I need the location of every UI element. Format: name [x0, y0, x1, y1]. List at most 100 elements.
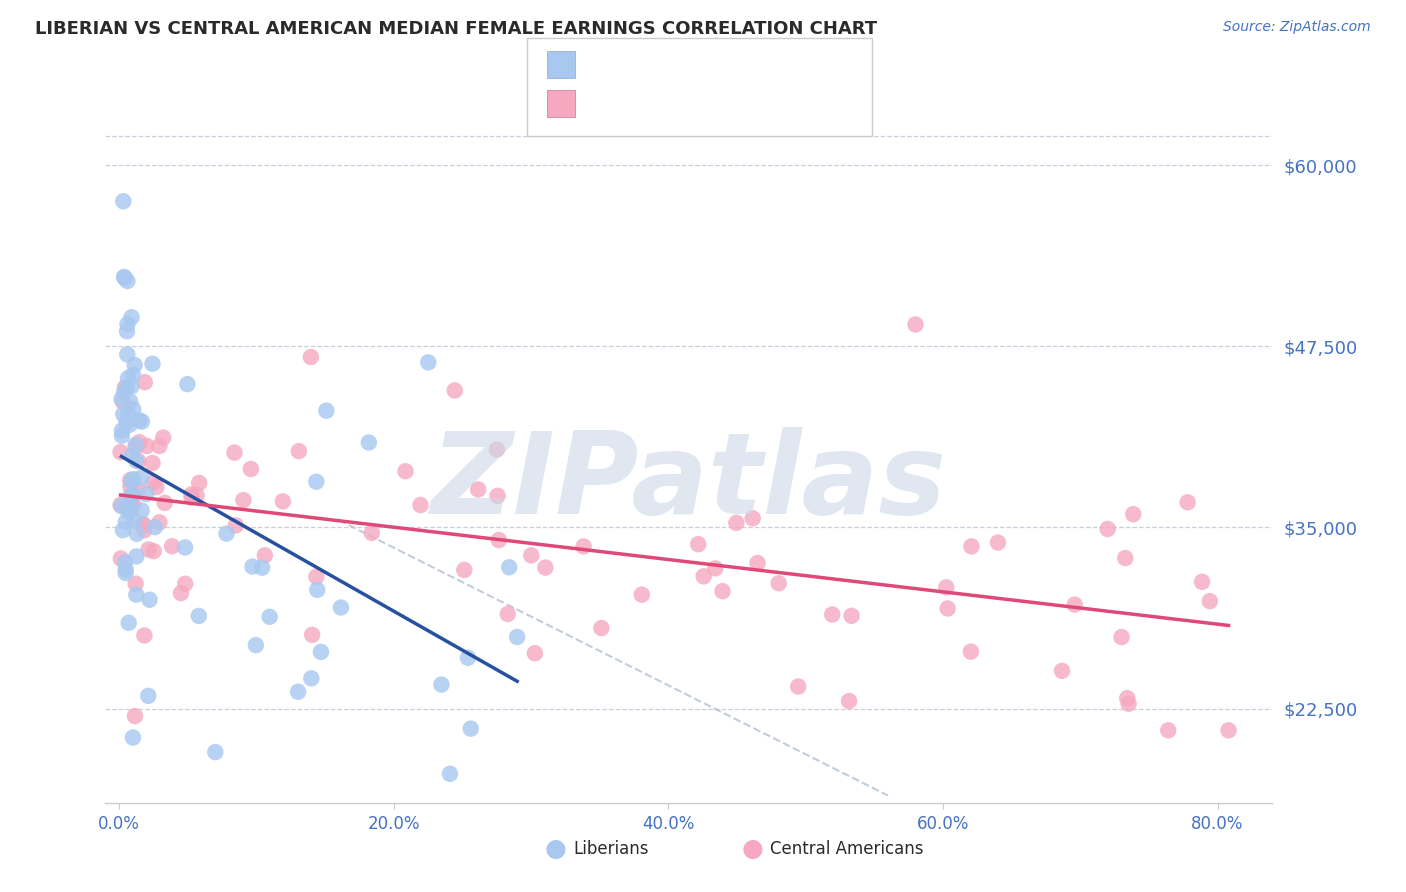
Point [935, 581, 957, 595]
Point [122, 368, 145, 382]
Point [307, 582, 329, 597]
Point [111, 424, 134, 438]
Point [309, 645, 332, 659]
Point [239, 462, 262, 476]
Point [111, 428, 134, 442]
Point [131, 415, 153, 429]
Point [112, 407, 135, 421]
Point [457, 650, 479, 665]
Point [242, 559, 264, 574]
Point [520, 549, 543, 563]
Point [768, 576, 790, 591]
Point [486, 489, 509, 503]
Point [127, 483, 149, 498]
Point [960, 645, 983, 659]
Point [430, 677, 453, 691]
Text: Source: ZipAtlas.com: Source: ZipAtlas.com [1223, 20, 1371, 34]
Point [960, 540, 983, 554]
Point [534, 560, 557, 574]
Point [135, 487, 157, 501]
Point [225, 518, 247, 533]
Point [128, 435, 150, 450]
Point [259, 609, 281, 624]
Point [936, 601, 959, 615]
Point [120, 503, 142, 517]
Point [111, 523, 134, 537]
Point [153, 496, 176, 510]
Text: R = -0.484    N = 94: R = -0.484 N = 94 [585, 95, 768, 112]
Point [117, 347, 139, 361]
Point [1097, 522, 1119, 536]
Point [120, 479, 142, 493]
Point [122, 497, 145, 511]
Point [112, 384, 135, 399]
Point [121, 310, 143, 325]
Point [287, 684, 309, 698]
Point [122, 731, 145, 745]
Point [305, 475, 328, 489]
Point [128, 413, 150, 427]
Point [110, 499, 132, 513]
Point [142, 544, 165, 558]
Point [1191, 574, 1213, 589]
Point [188, 475, 211, 490]
Point [1050, 664, 1073, 678]
Point [1122, 507, 1144, 521]
Point [1063, 598, 1085, 612]
Point [117, 371, 139, 385]
Text: Central Americans: Central Americans [770, 840, 924, 858]
Text: ZIPatlas: ZIPatlas [430, 427, 948, 538]
Point [591, 621, 613, 635]
Point [117, 274, 139, 288]
Point [141, 357, 163, 371]
Point [110, 498, 132, 512]
Point [122, 472, 145, 486]
Point [1218, 723, 1240, 738]
Point [124, 576, 146, 591]
Point [299, 672, 322, 686]
Point [711, 584, 734, 599]
Point [821, 607, 844, 622]
Point [443, 384, 465, 398]
Text: LIBERIAN VS CENTRAL AMERICAN MEDIAN FEMALE EARNINGS CORRELATION CHART: LIBERIAN VS CENTRAL AMERICAN MEDIAN FEMA… [35, 20, 877, 37]
Point [110, 551, 132, 566]
Point [115, 324, 138, 338]
Point [145, 480, 167, 494]
Point [117, 407, 139, 421]
Point [120, 475, 142, 489]
Point [357, 435, 380, 450]
Point [124, 440, 146, 454]
Point [134, 628, 156, 642]
Point [1198, 594, 1220, 608]
Point [170, 586, 193, 600]
Point [142, 475, 165, 490]
Point [134, 524, 156, 538]
Point [186, 488, 208, 502]
Point [120, 394, 142, 409]
Point [630, 588, 652, 602]
Point [117, 500, 139, 515]
Point [253, 549, 276, 563]
Point [121, 379, 143, 393]
Point [1116, 691, 1139, 706]
Point [204, 745, 226, 759]
Point [460, 722, 482, 736]
Point [747, 556, 769, 570]
Point [148, 516, 170, 530]
Point [409, 498, 432, 512]
Point [439, 766, 461, 781]
Point [174, 576, 197, 591]
Point [704, 561, 727, 575]
Point [485, 442, 508, 457]
Point [118, 615, 141, 630]
Point [115, 380, 138, 394]
Point [148, 439, 170, 453]
Point [299, 350, 322, 364]
Point [725, 516, 748, 530]
Point [112, 269, 135, 284]
Point [224, 445, 246, 459]
Point [180, 487, 202, 501]
Point [301, 628, 323, 642]
Point [112, 270, 135, 285]
Point [176, 377, 198, 392]
